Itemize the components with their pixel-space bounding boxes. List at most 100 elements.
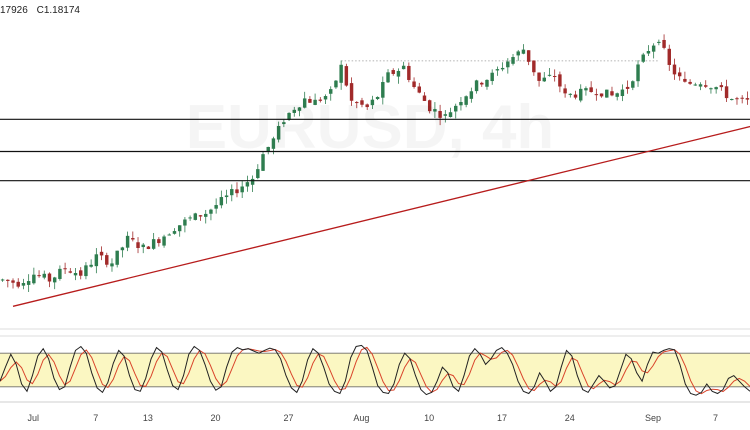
candle-body — [625, 86, 630, 89]
candle-body — [490, 72, 494, 82]
candle-body — [610, 91, 614, 96]
candle-body — [209, 209, 213, 214]
candle-body — [308, 98, 312, 103]
candle-body — [318, 99, 323, 101]
candle-body — [276, 125, 281, 140]
x-tick-label: Jul — [27, 413, 39, 423]
candle-body — [177, 225, 182, 232]
candle-body — [6, 279, 10, 281]
candle-body — [360, 100, 364, 105]
candle-body — [589, 87, 593, 92]
trendline[interactable] — [12, 125, 750, 307]
candle-body — [730, 99, 734, 101]
x-tick-label: 20 — [211, 413, 221, 423]
candle-body — [573, 94, 578, 98]
candle-body — [256, 169, 260, 178]
candle-body — [16, 281, 20, 287]
candle-body — [552, 75, 557, 77]
x-tick-label: 24 — [565, 413, 575, 423]
candle-body — [391, 70, 395, 74]
stochastic-pane — [0, 344, 750, 396]
candle-body — [584, 88, 588, 91]
candle-body — [448, 112, 453, 118]
overbought-oversold-band — [0, 353, 750, 387]
candle-body — [568, 93, 573, 95]
candle-body — [500, 67, 505, 70]
candle-body — [386, 72, 390, 83]
candle-body — [464, 96, 468, 105]
candle-body — [198, 215, 203, 217]
candle-body — [292, 109, 296, 113]
ohlc-readout: 17926 C1.18174 — [0, 5, 86, 16]
candle-body — [521, 49, 526, 54]
candle-body — [396, 70, 401, 77]
candle-body — [677, 72, 682, 77]
candle-body — [136, 242, 140, 248]
candle-body — [167, 234, 171, 236]
candle-body — [646, 51, 651, 54]
candle-body — [735, 98, 739, 100]
candle-body — [32, 274, 36, 284]
candle-body — [235, 189, 239, 194]
horizontal-level-lines[interactable] — [0, 118, 750, 182]
candle-body — [667, 48, 671, 65]
candle-body — [594, 94, 599, 96]
candle-body — [63, 268, 67, 270]
candle-body — [693, 84, 698, 86]
candle-body — [204, 213, 208, 217]
candle-body — [219, 197, 224, 206]
candle-body — [724, 86, 729, 99]
candle-body — [537, 72, 541, 81]
candle-body — [162, 236, 166, 246]
candle-body — [313, 99, 317, 105]
stoch-d-line — [0, 346, 750, 395]
candle-body — [558, 74, 562, 87]
candle-body — [115, 250, 119, 265]
candle-body — [329, 89, 333, 94]
candle-body — [516, 51, 520, 56]
candle-body — [131, 238, 135, 240]
candle-body — [506, 61, 510, 68]
candle-body — [427, 100, 432, 112]
candle-body — [381, 82, 385, 98]
candle-body — [188, 217, 192, 219]
candle-body — [704, 85, 708, 87]
candle-body — [52, 277, 57, 283]
candle-body — [599, 93, 604, 97]
candle-body — [68, 271, 73, 273]
candle-body — [495, 69, 500, 71]
candle-body — [657, 41, 661, 43]
x-tick-label: Aug — [353, 413, 369, 423]
candle-body — [344, 66, 349, 86]
candle-body — [193, 213, 198, 220]
candle-body — [21, 283, 26, 286]
candle-body — [740, 97, 744, 99]
candle-body — [89, 264, 93, 267]
candle-body — [26, 281, 31, 285]
candle-body — [355, 102, 359, 104]
candle-body — [240, 186, 244, 193]
candle-body — [73, 272, 78, 276]
stoch-k-line — [0, 344, 750, 396]
candle-body — [375, 96, 380, 100]
candle-body — [469, 91, 474, 99]
candle-body — [261, 154, 265, 171]
candle-body — [141, 244, 145, 248]
candle-body — [230, 189, 234, 196]
ascending-trendline[interactable] — [12, 125, 750, 307]
candle-body — [79, 270, 83, 276]
candle-body — [94, 254, 99, 267]
candle-body — [547, 74, 552, 76]
x-tick-label: 27 — [283, 413, 293, 423]
candle-body — [370, 99, 375, 106]
candle-body — [282, 122, 286, 125]
candle-body — [412, 81, 416, 88]
candle-body — [37, 275, 41, 277]
candle-body — [485, 79, 489, 87]
candle-body — [651, 45, 656, 52]
candle-body — [245, 182, 250, 187]
candle-body — [719, 85, 724, 88]
candle-body — [714, 87, 718, 90]
candle-body — [417, 86, 421, 93]
candle-body — [605, 89, 609, 98]
